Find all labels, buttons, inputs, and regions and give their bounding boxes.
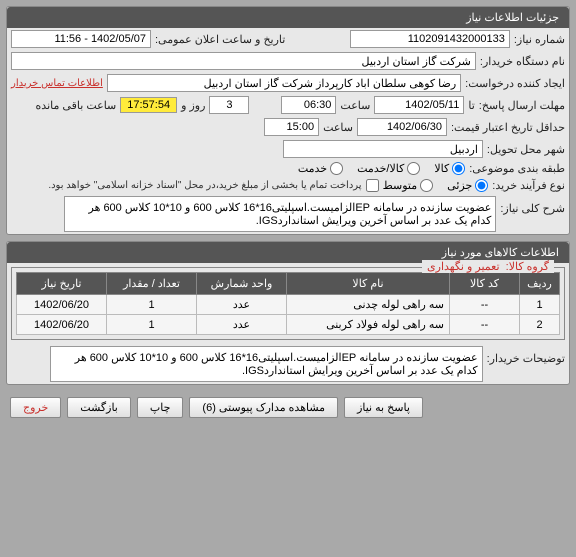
cell-n: 1 <box>520 295 560 315</box>
partial-note-check[interactable]: پرداخت تمام یا بخشی از مبلغ خرید،در محل … <box>48 179 378 192</box>
requester-label: ایجاد کننده درخواست: <box>465 77 565 90</box>
purchase-process-label: نوع فرآیند خرید: <box>492 179 565 192</box>
buyer-desc-label: توضیحات خریدار: <box>487 346 565 365</box>
delivery-city-label: شهر محل تحویل: <box>487 143 565 156</box>
price-validity-time[interactable] <box>264 118 319 136</box>
buyer-org-input[interactable] <box>11 52 476 70</box>
goods-fieldset: گروه کالا: تعمیر و نگهداری ردیف کد کالا … <box>11 267 565 340</box>
radio-goods[interactable]: کالا <box>434 162 465 175</box>
cell-code: -- <box>450 295 520 315</box>
cell-qty: 1 <box>107 315 197 335</box>
need-number-label: شماره نیاز: <box>514 33 565 46</box>
price-validity-label: حداقل تاریخ اعتبار قیمت: <box>451 121 565 134</box>
cell-n: 2 <box>520 315 560 335</box>
desc-label: شرح کلی نیاز: <box>500 196 565 215</box>
details-panel: جزئیات اطلاعات نیاز شماره نیاز: تاریخ و … <box>6 6 570 235</box>
days-remaining[interactable] <box>209 96 249 114</box>
days-label: روز و <box>181 99 205 112</box>
col-code: کد کالا <box>450 273 520 295</box>
timer-label: ساعت باقی مانده <box>36 99 117 112</box>
announce-date-input[interactable] <box>11 30 151 48</box>
price-validity-date[interactable] <box>357 118 447 136</box>
deadline-label: مهلت ارسال پاسخ: <box>479 99 565 112</box>
subject-radio-group: کالا کالا/خدمت خدمت <box>298 162 465 175</box>
need-number-input[interactable] <box>350 30 510 48</box>
deadline-date[interactable] <box>374 96 464 114</box>
cell-date: 1402/06/20 <box>17 295 107 315</box>
announce-date-label: تاریخ و ساعت اعلان عمومی: <box>155 33 285 46</box>
attachments-button[interactable]: مشاهده مدارک پیوستی (6) <box>189 397 338 418</box>
delivery-city-input[interactable] <box>283 140 483 158</box>
buyer-info-link[interactable]: اطلاعات تماس خریدار <box>11 78 103 89</box>
print-button[interactable]: چاپ <box>137 397 184 418</box>
deadline-time[interactable] <box>281 96 336 114</box>
countdown-timer: 17:57:54 <box>120 97 177 113</box>
goods-panel: اطلاعات کالاهای مورد نیاز گروه کالا: تعم… <box>6 241 570 385</box>
col-qty: تعداد / مقدار <box>107 273 197 295</box>
buyer-org-label: نام دستگاه خریدار: <box>480 55 565 68</box>
cell-name: سه راهی لوله چدنی <box>287 295 450 315</box>
goods-legend: گروه کالا: تعمیر و نگهداری <box>422 260 554 273</box>
time-label-2: ساعت <box>323 121 353 134</box>
reply-button[interactable]: پاسخ به نیاز <box>344 397 423 418</box>
desc-text: عضویت سازنده در سامانه EPالزامیست.اسپلیت… <box>64 196 496 232</box>
cell-date: 1402/06/20 <box>17 315 107 335</box>
cell-unit: عدد <box>197 295 287 315</box>
radio-partial[interactable]: جزئی <box>447 179 488 192</box>
process-radio-group: جزئی متوسط <box>383 179 489 192</box>
time-label-1: ساعت <box>340 99 370 112</box>
table-row[interactable]: 2--سه راهی لوله فولاد کربنیعدد11402/06/2… <box>17 315 560 335</box>
subject-group-label: طبقه بندی موضوعی: <box>469 162 565 175</box>
cell-unit: عدد <box>197 315 287 335</box>
cell-code: -- <box>450 315 520 335</box>
back-button[interactable]: بازگشت <box>67 397 131 418</box>
deadline-until-label: تا <box>468 99 474 112</box>
table-row[interactable]: 1--سه راهی لوله چدنیعدد11402/06/20 <box>17 295 560 315</box>
col-name: نام کالا <box>287 273 450 295</box>
cell-name: سه راهی لوله فولاد کربنی <box>287 315 450 335</box>
exit-button[interactable]: خروج <box>10 397 61 418</box>
goods-table: ردیف کد کالا نام کالا واحد شمارش تعداد /… <box>16 272 560 335</box>
panel-header: جزئیات اطلاعات نیاز <box>7 7 569 28</box>
button-bar: خروج بازگشت چاپ مشاهده مدارک پیوستی (6) … <box>6 391 570 424</box>
col-date: تاریخ نیاز <box>17 273 107 295</box>
requester-input[interactable] <box>107 74 461 92</box>
col-row: ردیف <box>520 273 560 295</box>
col-unit: واحد شمارش <box>197 273 287 295</box>
radio-goods-service[interactable]: کالا/خدمت <box>357 162 420 175</box>
cell-qty: 1 <box>107 295 197 315</box>
radio-service[interactable]: خدمت <box>298 162 343 175</box>
buyer-desc-text: عضویت سازنده در سامانه EPالزامیست.اسپلیت… <box>50 346 482 382</box>
radio-medium[interactable]: متوسط <box>383 179 434 192</box>
